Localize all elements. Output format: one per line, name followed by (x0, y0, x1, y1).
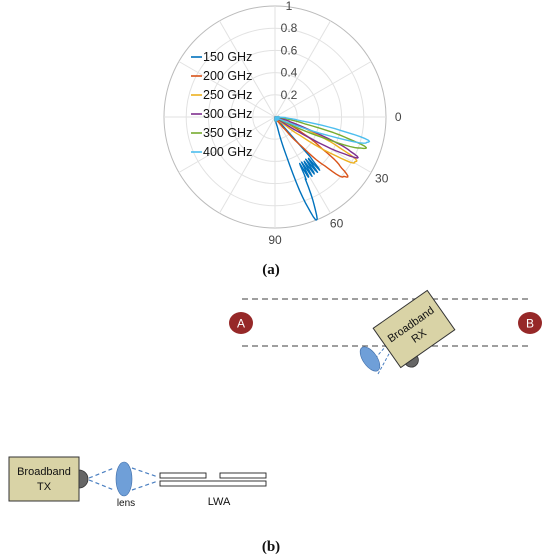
radial-tick-label: 0.6 (281, 43, 298, 57)
grid-spoke (219, 116, 276, 214)
tx-beam-in (88, 467, 115, 491)
series-curve-400-ghz (274, 116, 371, 144)
tx-horn-icon (78, 469, 89, 489)
angle-tick-label: 0 (395, 110, 402, 124)
polar-series (274, 115, 371, 221)
point-a-label: A (237, 317, 245, 331)
caption-b: (b) (262, 539, 280, 555)
legend-entry: 150 GHz (203, 50, 252, 64)
tx-beam-out (131, 467, 159, 491)
radial-tick-label: 1 (286, 0, 293, 13)
lens-label: lens (117, 498, 135, 509)
grid-spoke (178, 116, 276, 173)
legend-entry: 200 GHz (203, 69, 252, 83)
tx-label-line1: Broadband (17, 466, 71, 478)
setup-diagram: A B Broadband RX Broadband TX lens (8, 289, 542, 509)
grid-spoke (274, 61, 372, 118)
grid-spoke (178, 61, 276, 118)
broadband-tx-box: Broadband TX (8, 456, 89, 502)
tx-lens-icon (115, 461, 133, 497)
radial-tick-label: 0.2 (281, 88, 298, 102)
polar-tick-labels: 0.2 0.4 0.6 0.8 1 0 30 60 90 (268, 0, 402, 247)
rx-horn-icon (405, 355, 419, 368)
legend-entry: 300 GHz (203, 107, 252, 121)
angle-tick-label: 60 (330, 217, 344, 231)
rx-beam-dash (371, 345, 387, 363)
tx-label-line2: TX (37, 481, 52, 493)
legend-entry: 400 GHz (203, 145, 252, 159)
point-b-label: B (526, 317, 534, 331)
angle-tick-label: 90 (268, 233, 282, 247)
caption-a: (a) (262, 262, 280, 278)
point-a-marker: A (229, 312, 253, 334)
chart-legend: 150 GHz 200 GHz 250 GHz 300 GHz 350 GHz 400 G… (191, 50, 252, 159)
broadband-rx-box: Broadband RX (372, 289, 456, 369)
legend-entry: 350 GHz (203, 126, 252, 140)
legend-entry: 250 GHz (203, 88, 252, 102)
radial-tick-label: 0.8 (281, 21, 298, 35)
grid-spoke (274, 20, 331, 118)
lwa-label: LWA (208, 496, 231, 508)
polar-grid (163, 5, 387, 229)
grid-spoke (219, 20, 276, 118)
point-b-marker: B (518, 312, 542, 334)
rx-beam-dash-2 (377, 351, 391, 375)
polar-radiation-plot: 0.2 0.4 0.6 0.8 1 0 30 60 90 150 GHz 200 GHz 250 G… (163, 0, 402, 247)
angle-tick-label: 30 (375, 172, 389, 186)
lwa-waveguide (159, 472, 267, 487)
radial-tick-label: 0.4 (281, 66, 298, 80)
rx-lens-icon (359, 346, 381, 372)
